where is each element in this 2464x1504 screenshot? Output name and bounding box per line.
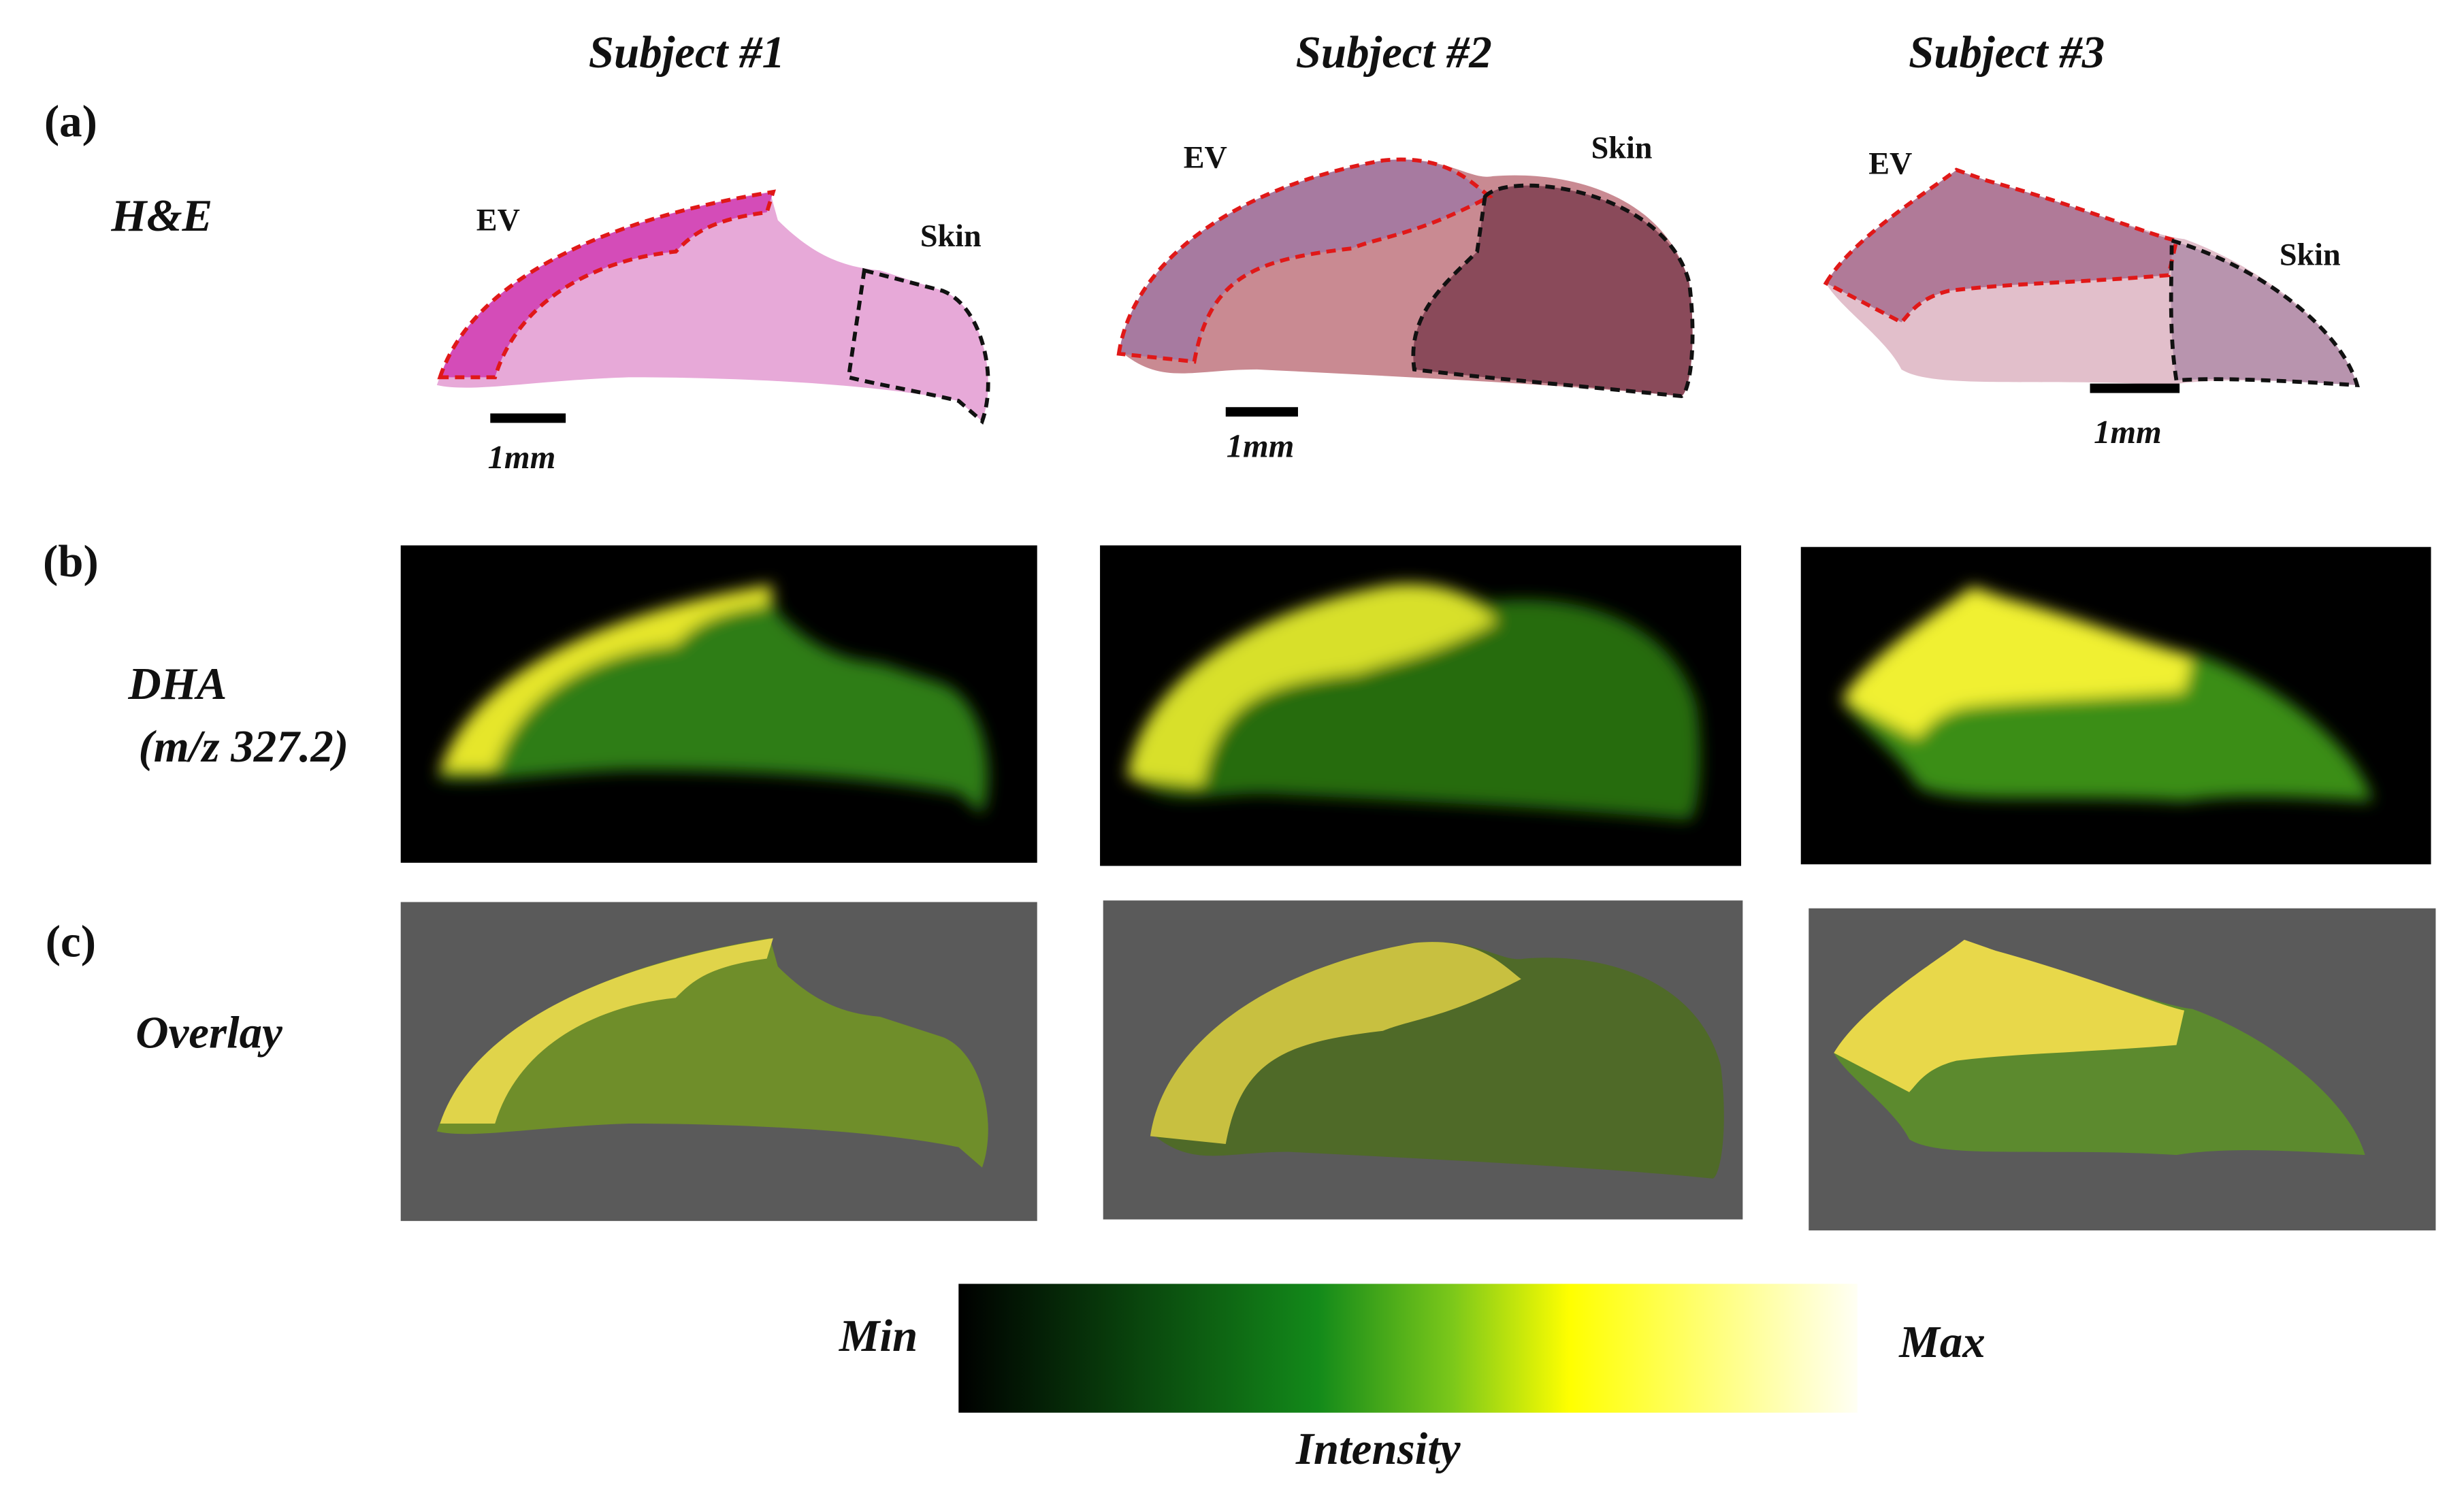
row-title: DHA <box>127 659 227 709</box>
ev-label: EV <box>476 203 520 238</box>
colorbar-min: Min <box>839 1311 918 1361</box>
he-row <box>436 159 2357 421</box>
ev-label: EV <box>1184 140 1227 174</box>
row-subtitle: (m/z 327.2) <box>139 721 349 772</box>
panel-label: (b) <box>43 536 99 587</box>
column-title: Subject #1 <box>589 27 785 78</box>
column-title: Subject #3 <box>1909 27 2105 78</box>
row-title: Overlay <box>135 1007 282 1058</box>
skin-label: Skin <box>1591 131 1653 165</box>
skin-label: Skin <box>2280 238 2341 272</box>
ev-label: EV <box>1868 146 1912 181</box>
skin-label: Skin <box>920 218 982 253</box>
scale-label: 1mm <box>1227 429 1295 465</box>
panel-label: (a) <box>44 96 97 146</box>
colorbar-title: Intensity <box>1295 1424 1461 1474</box>
panel-label: (c) <box>46 916 96 966</box>
row-title: H&E <box>110 191 212 241</box>
scale-label: 1mm <box>488 440 556 476</box>
overlay-row <box>400 900 2436 1230</box>
colorbar <box>958 1284 1858 1413</box>
colorbar-max: Max <box>1898 1317 1985 1367</box>
column-title: Subject #2 <box>1296 27 1492 78</box>
dha-row <box>400 545 2431 866</box>
scale-label: 1mm <box>2094 414 2162 451</box>
